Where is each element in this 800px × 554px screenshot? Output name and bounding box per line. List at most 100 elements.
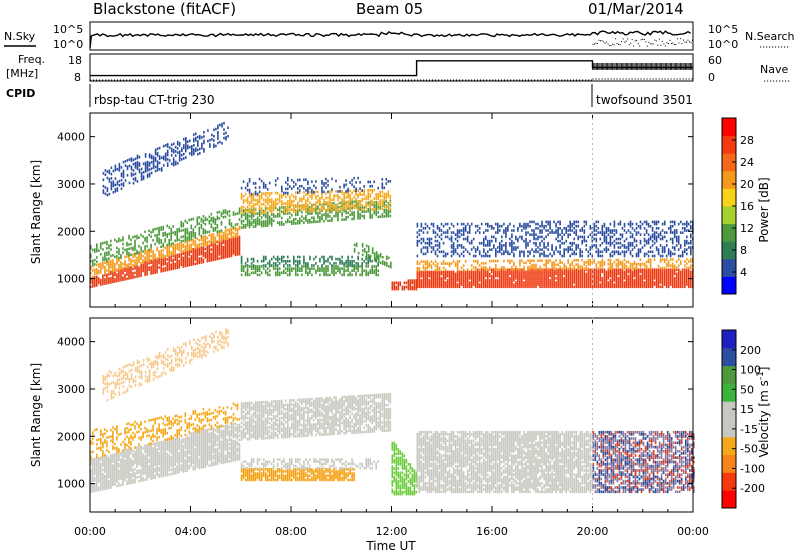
data-cell (663, 270, 666, 274)
data-cell (407, 285, 410, 289)
data-cell (196, 218, 199, 222)
data-cell (254, 218, 257, 222)
data-cell (260, 224, 263, 228)
data-cell (303, 178, 305, 182)
data-cell (250, 212, 253, 216)
data-cell (305, 208, 307, 211)
data-cell (158, 157, 161, 160)
data-cell (617, 281, 620, 284)
data-cell (287, 255, 289, 259)
data-cell (136, 156, 139, 160)
data-cell (114, 262, 116, 266)
data-cell (258, 207, 261, 210)
data-cell (112, 267, 114, 271)
data-cell (629, 262, 632, 266)
data-cell (551, 279, 553, 282)
data-cell (218, 233, 221, 236)
data-cell (525, 281, 527, 284)
data-cell (361, 193, 363, 196)
data-cell (456, 262, 459, 265)
data-cell (339, 210, 341, 213)
data-cell (162, 144, 165, 148)
data-cell (303, 203, 305, 207)
nsearch-point (613, 44, 615, 46)
data-cell (184, 219, 187, 223)
data-cell (321, 213, 323, 217)
data-cell (323, 259, 325, 263)
data-cell (631, 270, 634, 274)
data-cell (436, 262, 439, 265)
data-cell (250, 221, 253, 224)
data-cell (499, 246, 501, 249)
data-cell (136, 263, 138, 266)
data-cell (158, 254, 160, 258)
data-cell (575, 263, 577, 266)
data-cell (200, 238, 203, 241)
data-cell (264, 205, 267, 208)
data-cell (349, 202, 351, 206)
data-cell (677, 272, 680, 276)
data-cell (225, 131, 227, 135)
data-cell (537, 283, 539, 286)
data-cell (569, 248, 571, 251)
data-cell (333, 205, 335, 208)
data-cell (184, 232, 187, 236)
data-cell (627, 277, 630, 280)
data-cell (589, 277, 592, 280)
data-cell (629, 285, 632, 289)
data-cell (464, 272, 467, 276)
data-cell (128, 254, 130, 257)
data-cell (369, 214, 371, 217)
data-cell (426, 241, 429, 245)
data-cell (357, 217, 359, 220)
data-cell (287, 191, 289, 195)
data-cell (252, 194, 255, 198)
data-cell (164, 158, 167, 162)
data-cell (202, 254, 205, 257)
data-cell (154, 267, 156, 270)
data-cell (190, 250, 193, 254)
data-cell (466, 250, 469, 254)
data-cell (266, 215, 269, 219)
data-cell (188, 231, 191, 235)
data-cell (438, 270, 441, 274)
data-cell (521, 279, 523, 282)
data-cell (409, 283, 412, 287)
data-cell (146, 173, 149, 177)
data-cell (188, 253, 191, 256)
data-cell (503, 274, 505, 278)
data-cell (603, 281, 606, 284)
data-cell (515, 235, 517, 239)
data-cell (180, 263, 183, 267)
data-cell (212, 227, 215, 230)
data-cell (420, 241, 423, 245)
data-cell (186, 262, 189, 265)
data-cell (577, 272, 579, 276)
data-cell (474, 272, 477, 276)
data-cell (321, 192, 323, 196)
data-cell (635, 277, 638, 280)
data-cell (305, 262, 307, 265)
data-cell (293, 257, 295, 261)
data-cell (521, 229, 523, 232)
data-cell (483, 262, 485, 265)
data-cell (595, 265, 598, 268)
data-cell (122, 242, 124, 246)
data-cell (611, 285, 614, 289)
data-cell (217, 135, 219, 138)
data-cell (470, 283, 473, 286)
data-cell (186, 251, 189, 255)
data-cell (234, 249, 237, 252)
data-cell (375, 273, 377, 277)
data-cell (206, 251, 209, 254)
data-cell (416, 241, 419, 245)
nsearch-point (682, 39, 684, 41)
data-cell (541, 267, 543, 271)
data-cell (485, 222, 487, 226)
data-cell (321, 217, 323, 221)
data-cell (108, 169, 111, 172)
data-cell (553, 277, 555, 280)
data-cell (470, 270, 473, 274)
data-cell (203, 131, 205, 134)
data-cell (188, 251, 191, 254)
